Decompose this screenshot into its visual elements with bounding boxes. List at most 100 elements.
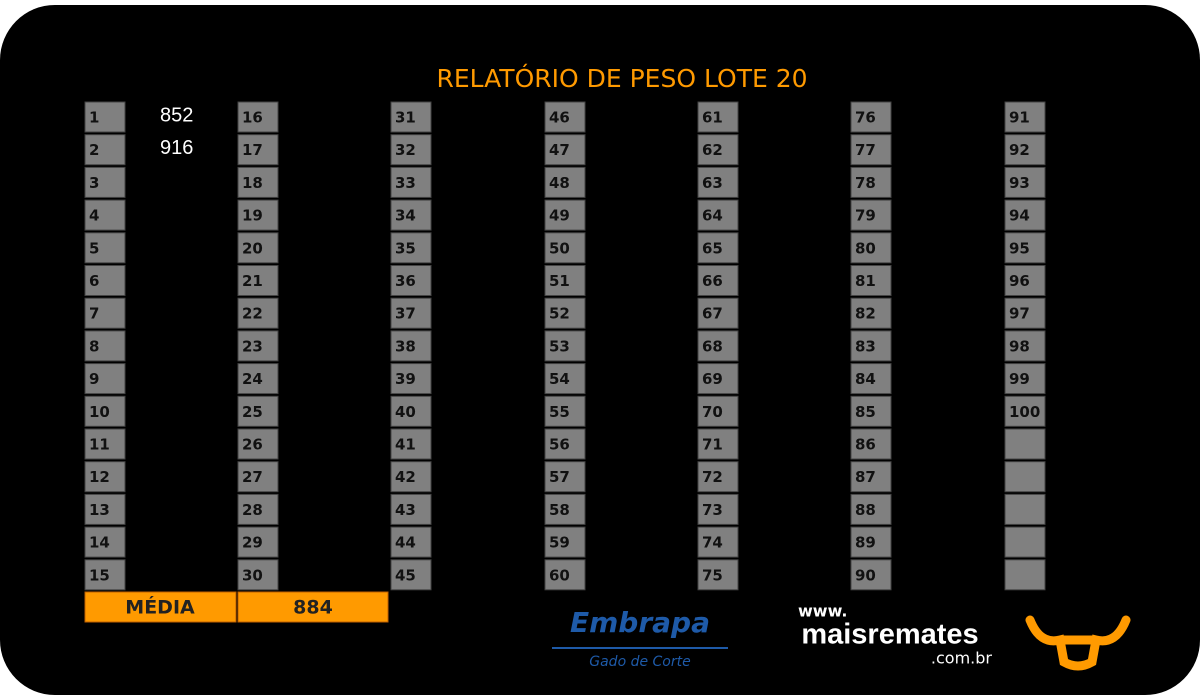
- lot-number: 76: [855, 109, 876, 127]
- lot-cell: [850, 101, 892, 133]
- lot-number: 85: [855, 403, 876, 421]
- lot-cell: [850, 265, 892, 296]
- lot-weight: 916: [160, 137, 193, 159]
- lot-cell: [237, 330, 279, 362]
- lot-cell: [390, 526, 432, 558]
- average-value-box: [237, 591, 389, 623]
- lot-cell: [544, 395, 586, 427]
- lot-number: 89: [855, 534, 876, 552]
- lot-cell: [544, 363, 586, 395]
- lot-cell: [390, 134, 432, 166]
- lot-cell: [84, 559, 126, 591]
- average-label-box: [84, 591, 237, 623]
- lot-number: 78: [855, 174, 876, 192]
- lot-number: 67: [702, 305, 723, 323]
- lot-cell: [850, 166, 892, 198]
- lot-cell: [84, 134, 126, 166]
- site-suffix: .com.br: [931, 649, 993, 668]
- title: RELATÓRIO DE PESO LOTE 20: [436, 63, 807, 93]
- lot-number: 24: [242, 370, 263, 388]
- lot-number: 88: [855, 501, 876, 519]
- lot-number: 38: [395, 337, 416, 355]
- lot-cell: [697, 134, 739, 166]
- lot-number: 34: [395, 207, 416, 225]
- lot-number: 56: [549, 436, 570, 454]
- lot-cell: [697, 199, 739, 231]
- lot-cell: [1004, 199, 1046, 231]
- lot-number: 100: [1009, 403, 1040, 421]
- lot-cell: [237, 166, 279, 198]
- lot-cell: [697, 559, 739, 591]
- lot-cell: [697, 395, 739, 427]
- lot-cell: [84, 297, 126, 329]
- background: [0, 5, 1200, 695]
- lot-cell: [237, 134, 279, 166]
- lot-number: 90: [855, 566, 876, 584]
- lot-cell: [544, 101, 586, 133]
- lot-number: 96: [1009, 272, 1030, 290]
- lot-number: 37: [395, 305, 416, 323]
- lot-number: 75: [702, 566, 723, 584]
- lot-number: 31: [395, 109, 416, 127]
- lot-cell: [544, 330, 586, 362]
- lot-number: 40: [395, 403, 416, 421]
- lot-number: 30: [242, 566, 263, 584]
- lot-number: 19: [242, 207, 263, 225]
- lot-number: 41: [395, 436, 416, 454]
- lot-number: 42: [395, 468, 416, 486]
- lot-cell: [237, 265, 279, 296]
- lot-cell: [697, 297, 739, 329]
- lot-number: 74: [702, 534, 723, 552]
- lot-cell: [697, 493, 739, 525]
- lot-cell: [84, 526, 126, 558]
- lot-cell: [850, 363, 892, 395]
- lot-cell: [390, 199, 432, 231]
- lot-cell: [1004, 526, 1046, 558]
- lot-number: 82: [855, 305, 876, 323]
- lot-cell: [237, 363, 279, 395]
- lot-number: 8: [89, 337, 99, 355]
- lot-number: 81: [855, 272, 876, 290]
- lot-number: 63: [702, 174, 723, 192]
- lot-number: 45: [395, 566, 416, 584]
- lot-cell: [84, 330, 126, 362]
- lot-cell: [237, 232, 279, 264]
- lot-number: 58: [549, 501, 570, 519]
- bull-logo: [1025, 615, 1131, 671]
- lot-number: 20: [242, 239, 263, 257]
- lot-cell: [390, 461, 432, 493]
- site-prefix: www.: [798, 602, 847, 621]
- lot-number: 83: [855, 337, 876, 355]
- lot-cell: [84, 461, 126, 493]
- lot-cell: [1004, 461, 1046, 493]
- lot-cell: [544, 559, 586, 591]
- lot-cell: [544, 428, 586, 460]
- lot-number: 99: [1009, 370, 1030, 388]
- lot-cell: [390, 101, 432, 133]
- lot-cell: [850, 134, 892, 166]
- lot-number: 2: [89, 141, 99, 159]
- lot-cell: [390, 166, 432, 198]
- lot-number: 97: [1009, 305, 1030, 323]
- lot-number: 4: [89, 207, 99, 225]
- lot-number: 5: [89, 239, 99, 257]
- lot-number: 21: [242, 272, 263, 290]
- lot-cell: [544, 134, 586, 166]
- lot-number: 93: [1009, 174, 1030, 192]
- site-name: maisremates: [801, 619, 978, 651]
- lot-number: 51: [549, 272, 570, 290]
- lot-cell: [850, 199, 892, 231]
- lot-cell: [84, 166, 126, 198]
- lot-number: 64: [702, 207, 723, 225]
- lot-number: 16: [242, 109, 263, 127]
- lot-number: 59: [549, 534, 570, 552]
- lot-cell: [850, 297, 892, 329]
- lot-cell: [697, 101, 739, 133]
- lot-number: 53: [549, 337, 570, 355]
- lot-cell: [390, 493, 432, 525]
- lot-cell: [850, 395, 892, 427]
- lot-cell: [84, 101, 126, 133]
- lot-cell: [697, 428, 739, 460]
- embrapa-subtitle: Gado de Corte: [589, 654, 690, 670]
